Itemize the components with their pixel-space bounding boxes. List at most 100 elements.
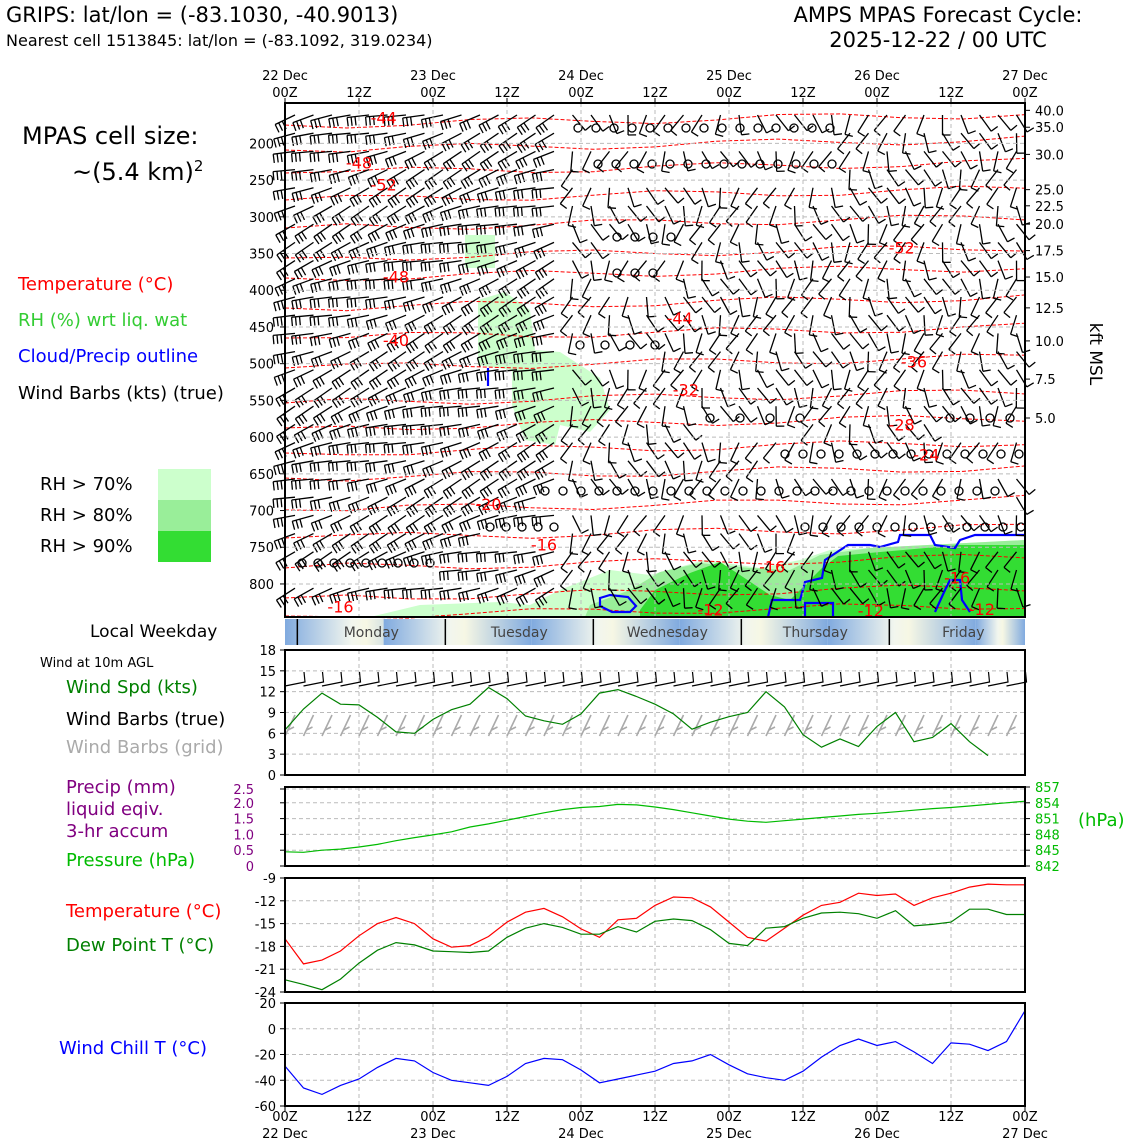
wind-barb-flag — [479, 389, 482, 399]
wind-barb-flag — [404, 161, 410, 170]
wind-barb-flag — [278, 232, 285, 242]
time-tick-hour-top: 12Z — [938, 86, 964, 101]
calm-wind-circle — [809, 159, 819, 169]
wind-barb — [793, 515, 808, 536]
wind-barb-flag — [568, 224, 577, 228]
wind-barb-flag — [354, 116, 357, 126]
wind-barb-staff — [866, 478, 870, 500]
wind-barb-flag — [372, 116, 375, 126]
wind-barb-flag — [442, 243, 445, 253]
wind-barb — [401, 587, 425, 599]
wind-barb-flag — [539, 352, 542, 362]
wind-barb-staff — [935, 569, 944, 590]
wind-barb-staff — [793, 241, 808, 259]
wind-barb — [512, 369, 536, 381]
wind-barb-flag — [428, 261, 431, 271]
wind-barb-flag — [504, 468, 512, 477]
wind-barb-flag — [898, 198, 906, 205]
wind-barb — [531, 205, 555, 218]
wind-barb — [422, 460, 444, 478]
wind-barb — [695, 587, 704, 611]
wind-barb-flag — [275, 398, 281, 407]
wind-barb-staff — [421, 278, 444, 285]
wind-barb-staff — [867, 424, 876, 444]
wind-barb — [836, 387, 851, 410]
wind-barb-staff — [532, 223, 555, 231]
wind-barb-flag — [479, 208, 483, 218]
wind-barb-flag — [354, 280, 357, 290]
temperature-label: -12 — [858, 601, 884, 620]
wind-barb-flag — [502, 371, 505, 380]
wind-barb — [923, 187, 934, 209]
wind-barb — [901, 333, 910, 356]
wind-barb — [460, 332, 481, 353]
wind-barb — [960, 278, 978, 298]
wind-barb-flag — [299, 191, 303, 201]
wind-barb — [627, 114, 637, 136]
wind-barb — [309, 332, 333, 347]
wind-barb-flag — [982, 169, 991, 172]
wind-barb-flag — [913, 329, 922, 335]
wind-barb — [535, 114, 555, 136]
wind-barb-flag — [1010, 124, 1018, 131]
wind-barb-flag — [638, 387, 647, 392]
wind-barb-flag — [391, 262, 394, 271]
wind-barb-flag — [1005, 295, 1014, 301]
wind-barb-flag — [346, 155, 350, 165]
calm-wind-circle — [665, 159, 675, 169]
legend-temperature: Temperature (°C) — [18, 274, 174, 295]
weekday-label: Monday — [344, 625, 399, 641]
wind-barb-flag — [515, 488, 521, 497]
wind-barb-staff — [441, 351, 462, 363]
wind-barb-flag — [729, 565, 738, 571]
wind-barb-flag — [538, 433, 545, 442]
wind-barb-flag — [501, 451, 507, 461]
wind-barb-staff — [855, 387, 870, 405]
wind-barb-flag — [387, 363, 394, 372]
wind-barb — [328, 278, 351, 292]
wind-barb-flag — [442, 571, 445, 581]
wind-barb-staff — [661, 351, 666, 372]
wind-barb-staff — [775, 151, 778, 172]
wind-barb-flag — [520, 207, 523, 217]
grid-wind-barb — [857, 714, 870, 737]
wind-barb — [660, 478, 670, 501]
wind-barb-flag — [535, 517, 538, 526]
wind-barb-flag — [462, 358, 468, 367]
wind-barb-flag — [497, 290, 504, 299]
wind-barb-staff — [809, 515, 814, 536]
wind-barb — [935, 187, 945, 210]
wind-barb-staff — [892, 478, 907, 496]
wind-barb-staff — [645, 442, 659, 460]
wind-barb — [515, 260, 536, 280]
wind-barb — [645, 314, 665, 333]
wind-barb — [439, 114, 462, 131]
weekday-label: Wednesday — [627, 625, 708, 641]
wind-barb-flag — [480, 245, 483, 254]
wind-barb — [849, 442, 868, 461]
wind-barb-flag — [298, 498, 302, 508]
wind-barb-flag — [675, 278, 684, 283]
wind-barb-flag — [334, 414, 340, 423]
time-tick-hour-bottom: 12Z — [790, 1110, 816, 1125]
wind-barb-flag — [316, 397, 323, 406]
time-tick-hour-top: 00Z — [1012, 86, 1038, 101]
wind-barb-flag — [335, 298, 338, 308]
wind-barb — [570, 151, 579, 173]
wind-barb-flag — [479, 372, 483, 382]
wind-barb-staff — [1005, 151, 1018, 169]
wind-barb — [329, 423, 351, 441]
wind-barb-flag — [387, 590, 390, 599]
wind-barb — [661, 406, 671, 428]
wind-barb-flag — [332, 593, 337, 603]
wind-barb-flag — [714, 306, 722, 314]
wind-barb — [808, 187, 818, 210]
wind-barb-flag — [430, 322, 437, 331]
wind-barb-flag — [391, 443, 394, 453]
wind-barb-flag — [427, 160, 433, 169]
wind-barb — [559, 569, 574, 592]
wind-barb — [367, 551, 388, 571]
wind-barb-flag — [658, 216, 666, 223]
wind-barb-flag — [838, 422, 847, 428]
wind-barb-staff — [970, 169, 981, 189]
